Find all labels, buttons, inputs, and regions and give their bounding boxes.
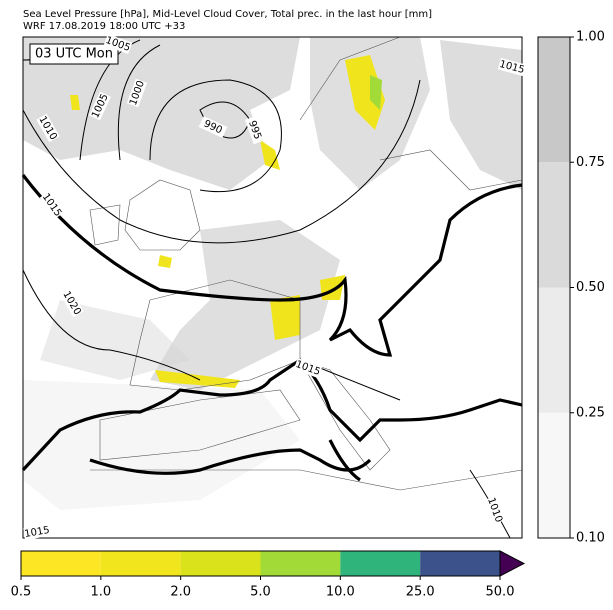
isobar-label-bg xyxy=(293,357,323,379)
map-frame xyxy=(22,36,523,539)
colorbar-tick-label: 0.75 xyxy=(576,155,605,170)
isobar-label: 1015 xyxy=(24,525,51,540)
colorbar-tick-label: 5.0 xyxy=(250,585,271,600)
colorbar-tick-label: 1.00 xyxy=(576,30,605,45)
colorbar-segment xyxy=(100,551,181,576)
colorbar-tick-label: 2.0 xyxy=(170,585,191,600)
time-label: 03 UTC Mon xyxy=(35,47,113,62)
isobar-label-bg xyxy=(36,113,60,143)
colorbar-tick-label: 50.0 xyxy=(486,585,515,600)
time-label-box xyxy=(29,43,119,65)
colorbar-tick-label: 10.0 xyxy=(326,585,355,600)
colorbar-segment xyxy=(340,551,421,576)
colorbar-extend xyxy=(499,550,526,577)
isobar-label-bg xyxy=(23,523,51,541)
colorbar-segment xyxy=(538,287,570,413)
isobar-1015 xyxy=(21,174,523,482)
colorbar-segment xyxy=(538,412,570,538)
colorbar-tick-label: 1.0 xyxy=(90,585,111,600)
isobar-label-bg xyxy=(126,78,148,108)
colorbar-segment xyxy=(538,162,570,288)
colorbar-tick-label: 25.0 xyxy=(406,585,435,600)
isobar-label-bg xyxy=(89,91,111,121)
isobar-label-bg xyxy=(103,33,133,55)
map: 03 UTC Mon xyxy=(21,36,523,539)
precipitation xyxy=(70,55,385,388)
precipitation xyxy=(370,75,382,110)
cloud-cover xyxy=(23,37,522,510)
isobar-label-bg xyxy=(244,115,266,145)
cloud-colorbar: 0.10 0.25 0.50 0.75 1.00 xyxy=(537,30,605,546)
colorbar-tick-label: 0.10 xyxy=(576,531,605,546)
colorbar-segment xyxy=(21,551,101,576)
colorbar-tick-label: 0.25 xyxy=(576,405,605,420)
colorbar-segment xyxy=(180,551,261,576)
colorbar-tick-label: 0.5 xyxy=(11,585,32,600)
colorbar-segment xyxy=(538,37,570,163)
isobar-label-bg xyxy=(39,190,65,220)
isobar-label-bg xyxy=(484,495,506,525)
isobar-label-bg xyxy=(60,288,84,318)
subtitle: WRF 17.08.2019 18:00 UTC +33 xyxy=(23,21,185,32)
colorbar-segment xyxy=(260,551,341,576)
precip-colorbar: 0.5 1.0 2.0 5.0 10.0 25.0 50.0 xyxy=(11,550,526,600)
title: Sea Level Pressure [hPa], Mid-Level Clou… xyxy=(23,9,432,20)
colorbar-segment xyxy=(420,551,500,576)
isobar-label-bg xyxy=(198,116,228,138)
colorbar-tick-label: 0.50 xyxy=(576,280,605,295)
isobar-label-bg xyxy=(497,57,527,77)
